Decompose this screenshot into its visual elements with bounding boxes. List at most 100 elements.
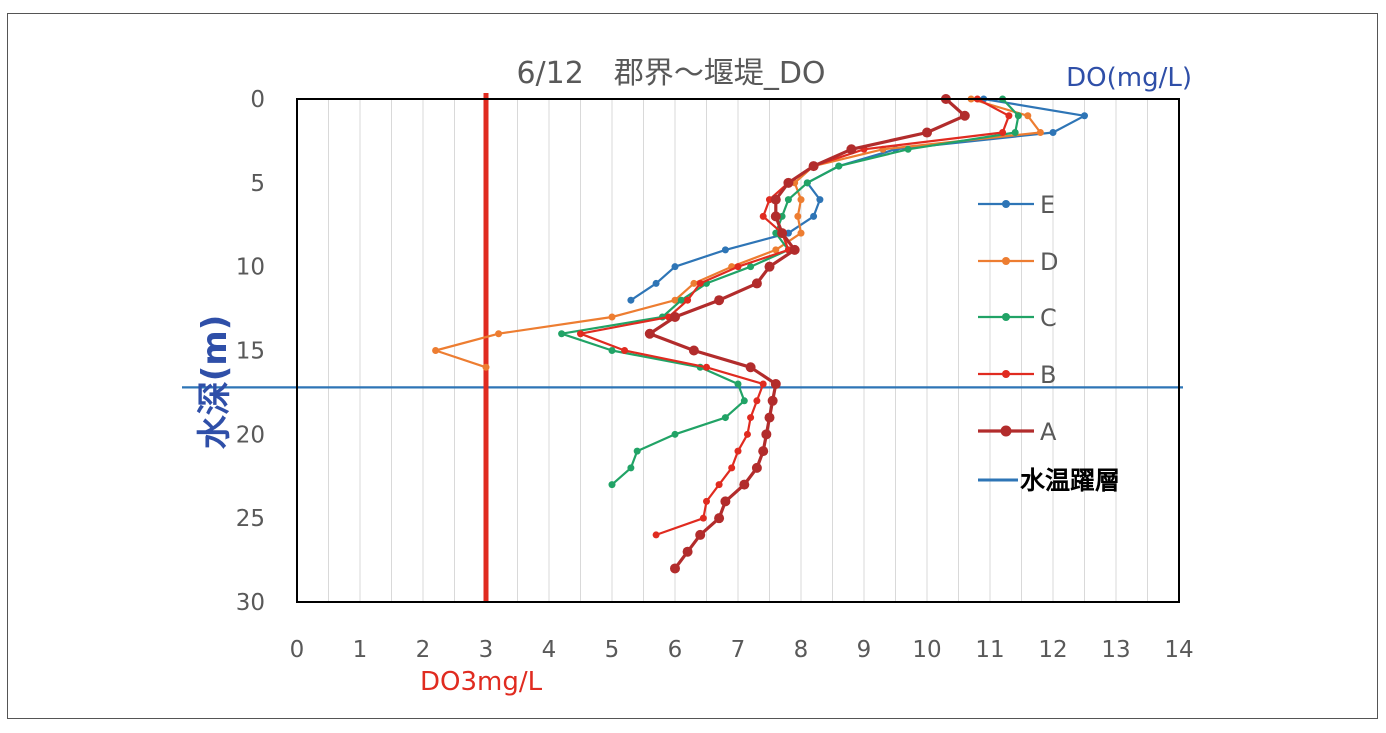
legend-label: A (1040, 418, 1057, 446)
data-point (608, 313, 616, 321)
legend-marker (1002, 370, 1010, 378)
data-point (770, 211, 781, 222)
series-D (432, 95, 1044, 371)
data-point (747, 414, 755, 422)
x-tick-label: 4 (542, 637, 557, 663)
y-tick-label: 20 (236, 422, 265, 448)
data-point (482, 363, 490, 371)
data-point (922, 127, 932, 138)
data-point (627, 296, 635, 304)
data-point (743, 430, 751, 438)
data-point (759, 212, 767, 220)
legend: E DC B A 水温躍層 (978, 191, 1120, 495)
legend-label: E (1040, 191, 1055, 219)
data-point (794, 212, 802, 220)
y-axis-label: 水深(m) (195, 315, 235, 450)
data-point (846, 144, 857, 155)
x-axis-label: DO(mg/L) (1066, 63, 1192, 93)
data-point (652, 531, 660, 539)
x-tick-label: 11 (975, 637, 1004, 663)
y-tick-label: 10 (236, 255, 265, 281)
x-tick-label: 8 (794, 637, 809, 663)
legend-item-A: A (978, 418, 1057, 446)
data-point (720, 496, 731, 507)
x-tick-label: 5 (605, 637, 620, 663)
data-point (728, 464, 736, 472)
data-point (696, 279, 704, 287)
series-line (648, 97, 967, 570)
data-point (670, 563, 680, 574)
data-point (558, 330, 566, 338)
data-point (835, 162, 843, 170)
chart-title: 6/12 郡界～堰堤_DO (516, 56, 825, 91)
data-point (797, 196, 805, 204)
legend-item-E: E (978, 191, 1055, 219)
data-point (1011, 129, 1019, 137)
data-point (670, 311, 680, 322)
data-point (1005, 112, 1013, 120)
data-point (682, 546, 693, 557)
legend-label: C (1040, 304, 1057, 332)
chart-frame (7, 13, 1378, 719)
legend-marker (1000, 425, 1012, 437)
data-point (671, 296, 679, 304)
legend-label: B (1040, 361, 1056, 389)
data-point (770, 194, 781, 205)
y-tick-label: 15 (236, 339, 265, 365)
data-point (759, 380, 767, 388)
data-point (715, 481, 723, 489)
data-point (432, 347, 440, 354)
reference-lines (182, 93, 1183, 602)
data-point (652, 279, 660, 287)
data-point (703, 497, 710, 505)
series-line (560, 98, 1020, 486)
data-point (734, 263, 742, 271)
data-point (690, 279, 698, 287)
plot-border (296, 98, 1180, 603)
data-point (721, 246, 729, 254)
legend-marker (1002, 313, 1010, 321)
data-point (671, 263, 679, 271)
data-point (764, 261, 775, 272)
do3-reference-label: DO3mg/L (420, 667, 543, 697)
data-point (783, 177, 794, 188)
data-point (671, 430, 679, 438)
x-tick-label: 14 (1164, 637, 1193, 663)
data-point (770, 379, 781, 390)
data-point (734, 380, 742, 388)
x-tick-label: 1 (353, 637, 368, 663)
x-tick-label: 6 (668, 637, 683, 663)
legend-item-C: C (978, 304, 1057, 332)
data-point (784, 196, 792, 204)
data-point (677, 296, 685, 304)
x-tick-label: 3 (479, 637, 494, 663)
data-point (789, 244, 800, 255)
data-point (758, 446, 769, 457)
data-point (751, 462, 762, 473)
data-point (753, 397, 761, 405)
data-point (1049, 129, 1057, 137)
legend-label: 水温躍層 (1020, 466, 1120, 495)
data-point (803, 179, 811, 187)
grid-layer (328, 99, 1148, 602)
data-point (751, 278, 762, 289)
data-point (1014, 112, 1022, 120)
series-C (558, 95, 1022, 489)
series-line (579, 98, 1011, 536)
series-B (577, 95, 1013, 539)
x-tick-label: 12 (1038, 637, 1067, 663)
data-point (747, 263, 755, 271)
data-point (577, 330, 584, 338)
data-point (772, 246, 780, 254)
x-tick-label: 10 (912, 637, 941, 663)
data-point (714, 513, 725, 524)
legend-item-B: B (978, 361, 1056, 389)
data-point (904, 145, 912, 153)
legend-marker (1002, 200, 1010, 208)
series-E (627, 95, 1088, 304)
x-tick-label: 2 (416, 637, 431, 663)
data-point (608, 481, 616, 489)
data-point (797, 229, 805, 237)
